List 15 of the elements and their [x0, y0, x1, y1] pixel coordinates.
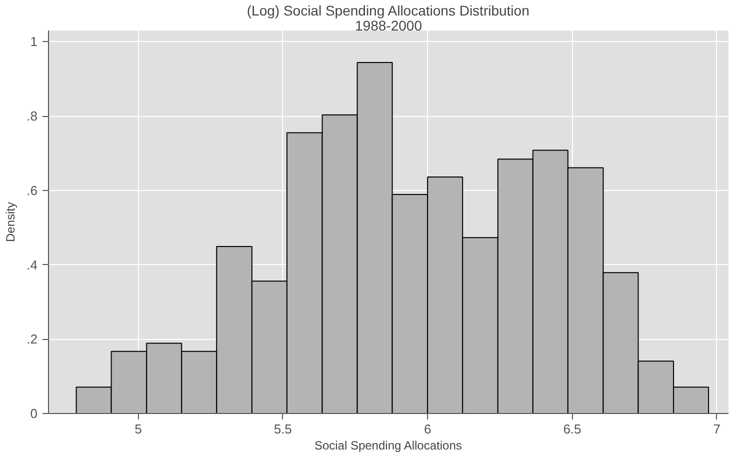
- y-tick-label: .6: [26, 182, 38, 198]
- y-tick-label: .2: [26, 332, 38, 347]
- chart-title: (Log) Social Spending Allocations Distribution: [246, 2, 530, 18]
- x-tick-label: 5.5: [274, 422, 292, 436]
- x-tick-label: 6: [424, 422, 432, 436]
- x-tick-label: 6.5: [563, 422, 582, 436]
- y-tick-label: 1: [30, 34, 38, 50]
- y-tick-label: .4: [26, 257, 38, 272]
- y-tick-label: .8: [26, 108, 38, 124]
- y-tick-label: 0: [30, 406, 38, 421]
- x-tick-label: 7: [713, 422, 721, 436]
- chart-subtitle: 1988-2000: [355, 18, 422, 34]
- x-tick-label: 5: [134, 422, 142, 436]
- y-axis-title: Density: [4, 202, 18, 242]
- x-axis-title: Social Spending Allocations: [314, 438, 462, 452]
